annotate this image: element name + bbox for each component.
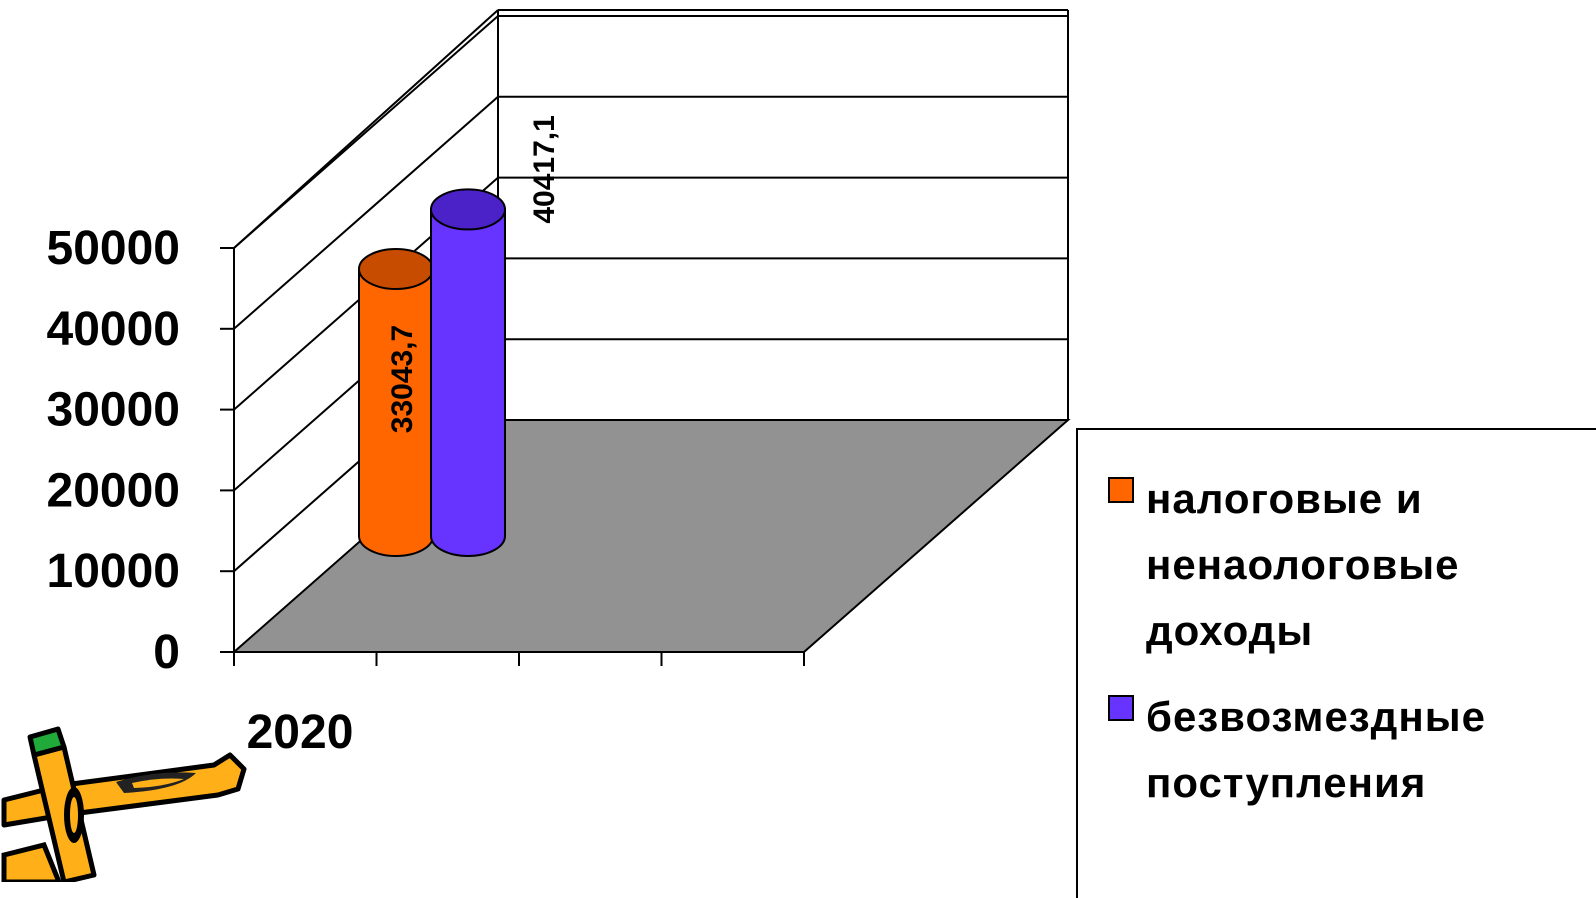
gridline [233, 176, 1068, 411]
data-label: 40417,1 [528, 115, 561, 223]
legend-swatch-orange [1108, 477, 1134, 503]
y-axis-ticks: 0 10000 20000 30000 40000 50000 [47, 222, 234, 679]
gridlines [233, 15, 1068, 572]
legend-item-grants: безвозмездные поступления [1108, 684, 1586, 816]
bar-top [430, 188, 506, 231]
legend-item-taxes: налоговые и ненаологовые доходы [1108, 466, 1586, 664]
gridline [233, 15, 1068, 249]
y-tick-label: 40000 [47, 303, 180, 356]
x-tick-label: 2020 [247, 706, 354, 759]
y-tick-label: 50000 [47, 222, 180, 275]
bar-body [430, 208, 506, 557]
legend-label: безвозмездные поступления [1146, 693, 1486, 806]
data-label: 33043,7 [386, 325, 419, 433]
pencil-clipart-icon [1, 726, 247, 882]
bars: 33043,7 40417,1 [358, 115, 561, 557]
x-axis: 2020 [233, 651, 805, 759]
legend-swatch-purple [1108, 695, 1134, 721]
y-tick-label: 30000 [47, 384, 180, 437]
legend: налоговые и ненаологовые доходы безвозме… [1076, 428, 1596, 898]
gridline [233, 95, 1068, 330]
y-tick-label: 0 [153, 626, 180, 679]
y-tick-label: 10000 [47, 545, 180, 598]
y-tick-label: 20000 [47, 464, 180, 517]
bar-taxes: 33043,7 [358, 248, 434, 557]
bar-top [358, 248, 434, 291]
bar-grants: 40417,1 [430, 115, 561, 557]
legend-label: налоговые и ненаологовые доходы [1146, 475, 1460, 654]
